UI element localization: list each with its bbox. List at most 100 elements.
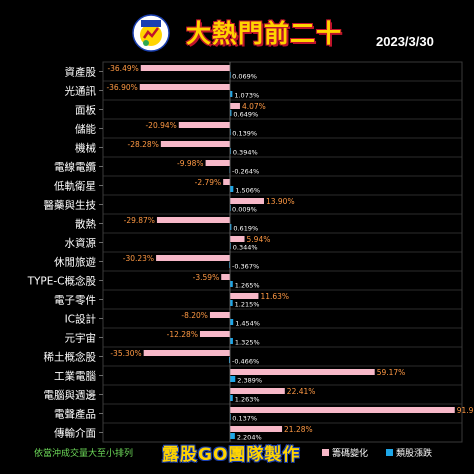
sector-change-label: 0.009% bbox=[232, 206, 257, 214]
sector-change-label: 1.506% bbox=[235, 187, 260, 195]
sector-change-label: 0.069% bbox=[232, 73, 257, 81]
chip-change-bar bbox=[230, 426, 283, 432]
sector-change-label: -0.466% bbox=[232, 358, 259, 366]
chip-change-bar bbox=[230, 407, 455, 413]
chip-change-label: -30.23% bbox=[123, 254, 154, 263]
legend-label-sector: 類股漲跌 bbox=[396, 449, 433, 459]
legend-item-sector: 類股漲跌 bbox=[386, 446, 432, 459]
chip-change-bar bbox=[139, 84, 230, 90]
chip-change-bar bbox=[143, 350, 230, 356]
sector-change-bar bbox=[230, 110, 232, 116]
sector-change-bar bbox=[230, 300, 233, 306]
chip-change-label: -35.30% bbox=[110, 349, 141, 358]
sector-change-label: 1.215% bbox=[235, 301, 260, 309]
chip-change-label: -36.90% bbox=[106, 83, 137, 92]
category-label: 面板 bbox=[75, 104, 96, 117]
category-label: 電子零件 bbox=[54, 295, 96, 307]
category-label: 電線電纜 bbox=[54, 161, 96, 174]
sector-change-bar bbox=[230, 281, 233, 287]
chip-change-bar bbox=[205, 160, 230, 166]
sector-change-bar bbox=[230, 91, 233, 97]
legend-item-chips: 籌碼變化 bbox=[322, 446, 368, 459]
chip-change-label: -3.59% bbox=[193, 273, 220, 282]
sector-change-label: -0.264% bbox=[232, 168, 259, 176]
sector-change-label: 2.204% bbox=[237, 434, 262, 442]
chip-change-label: 22.41% bbox=[287, 387, 316, 396]
chip-change-label: -8.20% bbox=[181, 311, 208, 320]
sector-change-bar bbox=[230, 433, 235, 439]
chip-change-bar bbox=[199, 331, 230, 337]
chip-change-label: -36.49% bbox=[107, 64, 138, 73]
category-label: 醫藥與生技 bbox=[44, 199, 97, 212]
category-label: 元宇宙 bbox=[65, 332, 97, 345]
category-label: IC設計 bbox=[65, 313, 97, 326]
sector-change-bar bbox=[229, 262, 230, 268]
category-label: 休閒旅遊 bbox=[54, 256, 96, 269]
chip-change-bar bbox=[160, 141, 230, 147]
sector-change-label: -0.367% bbox=[232, 263, 259, 271]
chip-change-label: -29.87% bbox=[124, 216, 155, 225]
chip-change-label: -20.94% bbox=[145, 121, 176, 130]
category-label: 傳輸介面 bbox=[54, 427, 96, 440]
legend-label-chips: 籌碼變化 bbox=[332, 449, 369, 459]
sector-change-bar bbox=[228, 357, 230, 363]
chip-change-bar bbox=[230, 369, 375, 375]
sector-change-label: 0.137% bbox=[232, 415, 257, 423]
category-label: 電腦與週邊 bbox=[44, 389, 97, 402]
chip-change-bar bbox=[230, 198, 264, 204]
report-date: 2023/3/30 bbox=[376, 34, 434, 49]
chip-change-label: 91.90% bbox=[457, 406, 474, 415]
chip-change-label: 59.17% bbox=[377, 368, 406, 377]
chip-change-bar bbox=[230, 293, 259, 299]
chip-change-label: 4.07% bbox=[242, 102, 266, 111]
sector-change-label: 1.265% bbox=[235, 282, 260, 290]
category-label: 散熱 bbox=[75, 218, 96, 231]
team-credit: 露股GO團隊製作 bbox=[162, 445, 301, 465]
chip-change-label: -2.79% bbox=[195, 178, 222, 187]
chip-change-bar bbox=[230, 388, 285, 394]
sector-change-label: 2.389% bbox=[237, 377, 262, 385]
sector-change-bar bbox=[230, 319, 234, 325]
sector-change-bar bbox=[230, 338, 233, 344]
chip-change-label: 21.28% bbox=[284, 425, 313, 434]
category-label: 電聲產品 bbox=[54, 408, 96, 421]
sector-change-label: 1.454% bbox=[235, 320, 260, 328]
chip-change-bar bbox=[230, 103, 240, 109]
chip-change-bar bbox=[140, 65, 230, 71]
sector-change-label: 0.649% bbox=[233, 111, 258, 119]
category-label: 稀土概念股 bbox=[44, 351, 97, 364]
page-title: 大熱門前二十 bbox=[186, 19, 343, 48]
sector-change-label: 0.619% bbox=[233, 225, 258, 233]
sector-change-label: 1.325% bbox=[235, 339, 260, 347]
sector-change-bar bbox=[230, 224, 232, 230]
chip-change-label: -9.98% bbox=[177, 159, 204, 168]
chip-change-bar bbox=[156, 217, 230, 223]
chip-change-label: 13.90% bbox=[266, 197, 295, 206]
legend-swatch-chips bbox=[322, 449, 329, 456]
sector-change-bar bbox=[230, 186, 234, 192]
sector-change-label: 0.394% bbox=[233, 149, 258, 157]
category-label: TYPE-C概念股 bbox=[27, 275, 97, 288]
sector-change-bar bbox=[230, 376, 236, 382]
chip-change-bar bbox=[223, 179, 230, 185]
chip-change-label: -28.28% bbox=[128, 140, 159, 149]
category-label: 儲能 bbox=[75, 123, 96, 136]
sector-change-label: 1.263% bbox=[235, 396, 260, 404]
chip-change-bar bbox=[221, 274, 230, 280]
chip-change-label: 11.63% bbox=[260, 292, 289, 301]
category-label: 機械 bbox=[75, 142, 96, 155]
category-label: 低軌衛星 bbox=[54, 180, 96, 193]
chip-change-bar bbox=[209, 312, 230, 318]
category-label: 水資源 bbox=[65, 237, 97, 250]
legend-swatch-sector bbox=[386, 449, 393, 456]
chip-change-bar bbox=[178, 122, 230, 128]
category-label: 工業電腦 bbox=[54, 370, 96, 383]
chip-change-label: 5.94% bbox=[247, 235, 271, 244]
chip-change-label: -12.28% bbox=[167, 330, 198, 339]
sort-note: 依當沖成交量大至小排列 bbox=[34, 449, 134, 459]
sector-change-label: 0.344% bbox=[233, 244, 258, 252]
chip-change-bar bbox=[230, 236, 245, 242]
sector-change-bar bbox=[230, 395, 233, 401]
go-logo-icon bbox=[132, 14, 170, 52]
